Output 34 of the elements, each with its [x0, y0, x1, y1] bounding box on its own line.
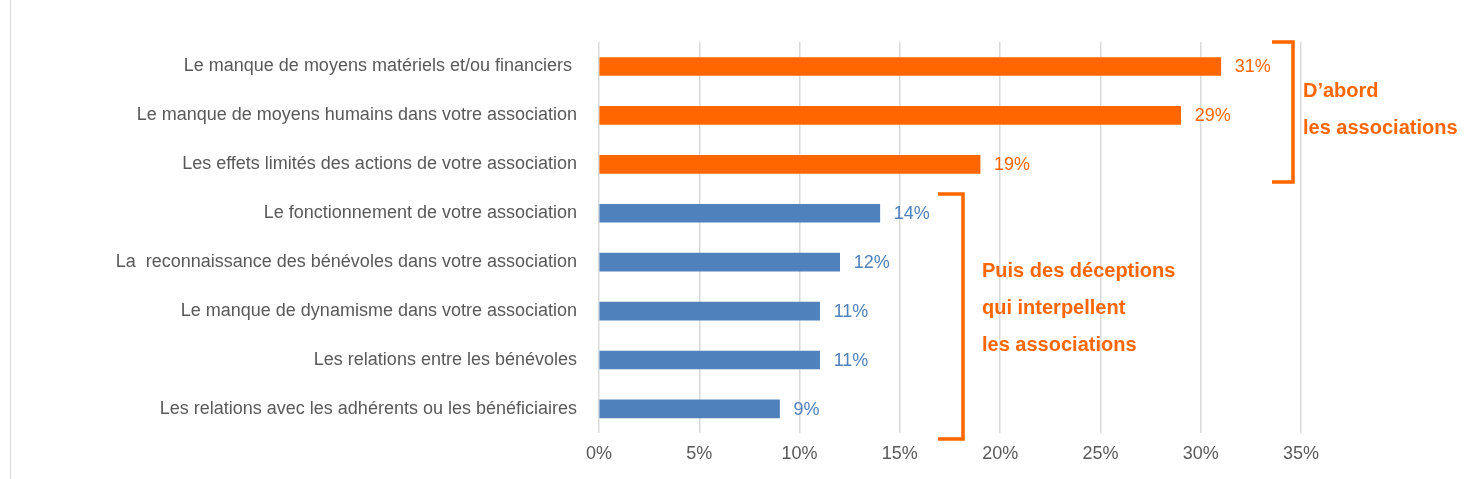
- x-tick-label: 15%: [881, 443, 918, 464]
- bar: [599, 154, 981, 174]
- bar: [599, 106, 1181, 125]
- y-tick-label: Le fonctionnement de votre association: [263, 202, 577, 223]
- y-tick-label: Les effets limités des actions de votre association: [182, 153, 577, 174]
- bar: [599, 252, 841, 272]
- bar: [599, 203, 881, 223]
- x-tick-label: 0%: [585, 443, 613, 464]
- y-tick-label: La reconnaissance des bénévoles dans votre association: [115, 251, 577, 272]
- data-label: 29%: [1194, 105, 1231, 126]
- data-label: 19%: [994, 154, 1031, 175]
- x-tick-label: 5%: [686, 443, 713, 464]
- y-tick-label: Le manque de moyens humains dans votre association: [136, 104, 577, 125]
- bar: [599, 301, 820, 321]
- data-label: 14%: [893, 203, 930, 224]
- bar: [599, 57, 1222, 76]
- x-tick-label: 30%: [1182, 443, 1219, 464]
- x-tick-label: 25%: [1082, 443, 1119, 464]
- bar: [599, 350, 820, 370]
- data-label: 11%: [833, 301, 869, 322]
- y-tick-label: Les relations avec les adhérents ou les bénéficiaires: [159, 397, 577, 418]
- data-label: 9%: [793, 398, 820, 419]
- data-label: 31%: [1234, 56, 1271, 77]
- y-tick-label: Les relations entre les bénévoles: [313, 348, 577, 369]
- bar: [599, 399, 780, 419]
- text: D’abord les associations: [1303, 78, 1458, 140]
- data-label: 12%: [853, 252, 890, 273]
- x-tick-label: 20%: [982, 443, 1019, 464]
- y-tick-label: Le manque de moyens matériels et/ou financiers: [183, 55, 577, 76]
- y-tick-label: Le manque de dynamisme dans votre association: [180, 300, 577, 321]
- annotation: Puis des déceptions qui interpellent les associations: [982, 258, 1176, 357]
- x-tick-label: 10%: [781, 443, 818, 464]
- x-tick-label: 35%: [1282, 443, 1320, 464]
- data-label: 11%: [833, 349, 869, 370]
